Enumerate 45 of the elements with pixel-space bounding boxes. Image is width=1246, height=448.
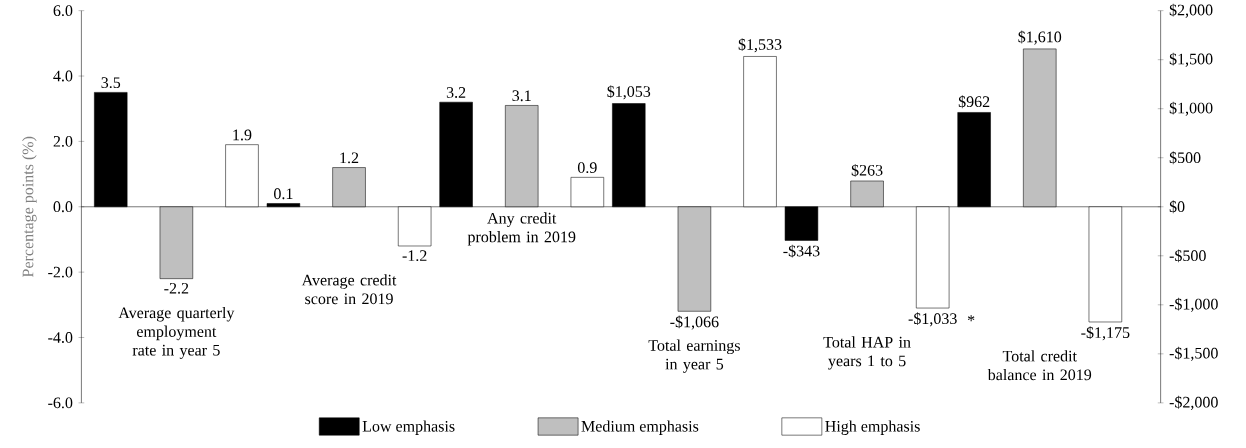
data-label: -2.2: [164, 282, 189, 294]
data-label: 3.5: [101, 77, 121, 88]
y2-tick-label: $0: [1169, 200, 1185, 214]
data-label: 1.9: [233, 129, 252, 141]
y2-tick-label: $500: [1169, 151, 1201, 165]
y-axis-title: Percentage points (%): [22, 136, 37, 277]
y2-tick-label: -$2,000: [1169, 395, 1218, 410]
y2-tick-label: -$500: [1169, 249, 1206, 263]
y2-tick-label: -$1,500: [1169, 346, 1218, 361]
y-tick-label: -2.0: [48, 266, 73, 278]
data-label: $1,610: [1018, 30, 1062, 45]
data-label: 1.2: [340, 152, 359, 164]
y-tick-label: -4.0: [48, 331, 73, 343]
y2-tick-label: $1,000: [1169, 101, 1213, 116]
y-tick-label: -6.0: [48, 397, 73, 409]
x-tick-label: Total HAP in years 1 to 5: [823, 336, 911, 370]
legend-label: Medium emphasis: [581, 420, 699, 435]
y-tick-label: 2.0: [53, 135, 73, 147]
x-tick-label: Any credit problem in 2019: [467, 212, 576, 246]
data-label: 0.1: [274, 188, 293, 200]
data-label: -$1,033: [908, 312, 957, 327]
y-tick-label: 4.0: [53, 70, 73, 82]
data-label: $962: [958, 95, 990, 109]
annotation: *: [967, 315, 975, 322]
y-tick-label: 0.0: [53, 201, 73, 213]
y2-tick-label: -$1,000: [1169, 297, 1218, 312]
data-label: 3.2: [446, 86, 466, 98]
data-label: -1.2: [402, 250, 427, 261]
data-label: -$1,175: [1081, 326, 1130, 341]
data-label: -$343: [783, 244, 820, 258]
x-tick-label: Average credit score in 2019: [301, 274, 397, 305]
data-label: $1,533: [738, 38, 782, 53]
data-label: $263: [851, 163, 883, 177]
y2-tick-label: $1,500: [1169, 52, 1213, 67]
y2-tick-label: $2,000: [1169, 3, 1213, 18]
data-label: 0.9: [577, 162, 597, 173]
x-tick-label: Total credit balance in 2019: [987, 350, 1092, 381]
y-tick-label: 6.0: [53, 5, 73, 16]
x-tick-label: Total earnings in year 5: [648, 339, 740, 373]
legend-label: High emphasis: [825, 420, 920, 435]
x-tick-label: Average quarterly employment rate in year 5: [118, 306, 235, 359]
data-label: -$1,066: [670, 315, 719, 330]
legend-label: Low emphasis: [362, 420, 455, 435]
data-label: 3.1: [512, 90, 531, 102]
data-label: $1,053: [607, 85, 651, 100]
